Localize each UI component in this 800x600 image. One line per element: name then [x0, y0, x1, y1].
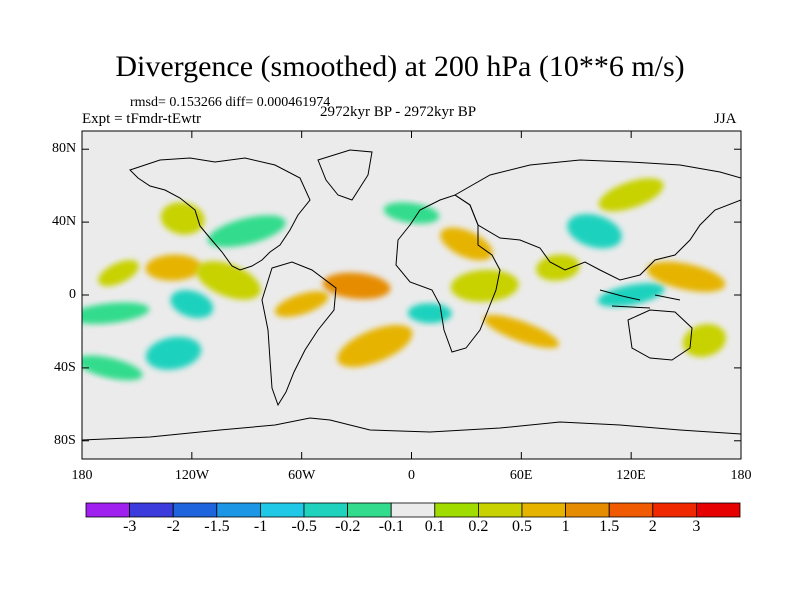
anomaly-region — [483, 314, 560, 349]
anomaly-region — [82, 302, 150, 325]
colorbar-swatch — [608, 502, 654, 518]
anomaly-region — [337, 324, 413, 368]
coastline-north-america — [129, 157, 311, 271]
coastline-antarctica — [82, 417, 741, 441]
season-label: JJA — [714, 111, 737, 127]
colorbar-swatch — [696, 502, 741, 518]
anomaly-region — [145, 254, 202, 281]
x-tick-label: 60W — [288, 468, 316, 483]
x-tick-label: 120E — [616, 468, 646, 483]
colorbar-swatch — [521, 502, 566, 518]
coastlines — [82, 149, 741, 441]
anomaly-region — [145, 336, 202, 370]
x-tick-label: 60E — [509, 468, 533, 483]
colorbar-swatch — [259, 502, 305, 518]
anomaly-region — [98, 260, 139, 287]
axis-ticks — [81, 131, 742, 459]
anomaly-region — [450, 269, 519, 302]
anomaly-region — [682, 324, 727, 358]
colorbar-label: -2 — [166, 518, 181, 535]
anomaly-region — [160, 202, 205, 235]
anomaly-region — [536, 254, 580, 281]
colorbar-label: -3 — [123, 518, 137, 535]
anomaly-region — [170, 290, 214, 319]
colorbar-label: -0.1 — [378, 518, 405, 535]
rmsd-diff-stats: rmsd= 0.153266 diff= 0.000461974 — [130, 95, 331, 110]
colorbar-swatch — [565, 502, 610, 518]
y-tick-label: 80S — [54, 432, 76, 448]
colorbar-label: -0.2 — [335, 518, 361, 535]
colorbar-swatch — [477, 502, 523, 518]
colorbar-swatch — [172, 502, 218, 518]
experiment-label: Expt = tFmdr-tEwtr — [82, 111, 201, 127]
colorbar-label: 3 — [692, 518, 701, 535]
anomaly-field — [82, 178, 727, 381]
coastline-south-america — [261, 261, 337, 407]
colorbar-swatch — [347, 502, 392, 518]
y-tick-label: 80N — [52, 141, 77, 157]
anomaly-region — [567, 214, 622, 249]
colorbar-label: -0.5 — [291, 518, 317, 535]
colorbar-swatch — [85, 502, 130, 518]
y-tick-label: 0 — [69, 287, 76, 302]
colorbar-label: 0.5 — [512, 518, 532, 535]
anomaly-region — [646, 261, 726, 292]
y-tick-label: 40N — [52, 214, 77, 230]
colorbar-swatch — [434, 502, 479, 518]
colorbar-label: 2 — [648, 518, 657, 535]
coastline-indonesia — [599, 289, 681, 309]
anomaly-region — [207, 215, 286, 248]
x-tick-label: 0 — [408, 468, 415, 483]
anomaly-region — [196, 261, 261, 300]
colorbar-swatch — [303, 502, 348, 518]
x-tick-label: 180 — [71, 468, 93, 483]
anomaly-region — [440, 227, 493, 261]
x-tick-label: 180 — [730, 468, 752, 483]
colorbar-label: 1 — [561, 518, 570, 535]
anomaly-region — [598, 178, 664, 212]
anomaly-region — [274, 291, 329, 317]
colorbar-label: 0.2 — [468, 518, 489, 535]
colorbar-label: 0.1 — [424, 518, 445, 535]
x-tick-label: 120W — [174, 468, 210, 483]
coastline-greenland — [317, 149, 373, 201]
colorbar-swatch — [216, 502, 261, 518]
anomaly-region — [82, 355, 143, 381]
chart-title: Divergence (smoothed) at 200 hPa (10**6 … — [115, 50, 685, 83]
coastline-asia — [454, 159, 741, 281]
anomaly-region — [597, 283, 665, 307]
colorbar-swatch — [129, 502, 174, 518]
colorbar-swatch — [390, 502, 436, 518]
anomaly-region — [322, 272, 391, 300]
colorbar-label: -1.5 — [204, 518, 230, 535]
coastline-australia — [627, 309, 693, 361]
coastline-europe-africa — [395, 194, 501, 353]
colorbar-swatch — [652, 502, 697, 518]
colorbar-label: 1.5 — [599, 518, 620, 535]
colorbar-label: -1 — [253, 518, 268, 535]
period-label: 2972kyr BP - 2972kyr BP — [320, 104, 477, 120]
y-tick-label: 40S — [54, 359, 76, 375]
colorbar — [85, 502, 741, 518]
